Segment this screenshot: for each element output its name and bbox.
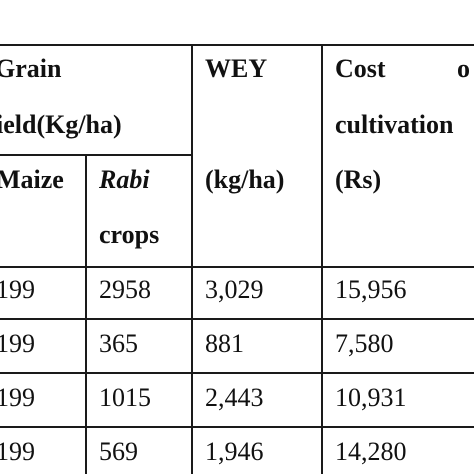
header-cost-of: o	[457, 54, 470, 83]
cell-rabi: 2958	[99, 275, 151, 304]
cell-rabi: 1015	[99, 383, 151, 412]
header-cost-unit: (Rs)	[335, 165, 382, 194]
rule-row-1	[0, 318, 474, 320]
header-wey: WEY	[205, 54, 268, 83]
cell-wey: 881	[205, 329, 244, 358]
rule-header-bottom	[0, 266, 474, 268]
rule-row-2	[0, 372, 474, 374]
cell-cost: 10,931	[335, 383, 407, 412]
rule-top	[0, 44, 474, 46]
header-yield-unit: ield(Kg/ha)	[0, 110, 122, 139]
cell-wey: 2,443	[205, 383, 264, 412]
cell-cost: 7,580	[335, 329, 394, 358]
rule-header-mid	[0, 154, 192, 156]
cell-maize: 199	[0, 437, 35, 466]
rule-col-rabi-wey	[191, 44, 193, 474]
header-maize: Maize	[0, 165, 64, 194]
cell-rabi: 569	[99, 437, 138, 466]
cell-maize: 199	[0, 329, 35, 358]
cell-cost: 14,280	[335, 437, 407, 466]
cell-maize: 199	[0, 383, 35, 412]
cell-wey: 1,946	[205, 437, 264, 466]
header-wey-unit: (kg/ha)	[205, 165, 285, 194]
header-crops: crops	[99, 220, 160, 249]
cell-rabi: 365	[99, 329, 138, 358]
cell-cost: 15,956	[335, 275, 407, 304]
rule-col-wey-cost	[321, 44, 323, 474]
rule-row-3	[0, 426, 474, 428]
header-cost: Cost	[335, 54, 386, 83]
cell-maize: 199	[0, 275, 35, 304]
rule-col-maize-rabi	[85, 155, 87, 474]
header-grain: Grain	[0, 54, 62, 83]
header-rabi: Rabi	[99, 165, 150, 194]
header-cultivation: cultivation	[335, 110, 454, 139]
cell-wey: 3,029	[205, 275, 264, 304]
